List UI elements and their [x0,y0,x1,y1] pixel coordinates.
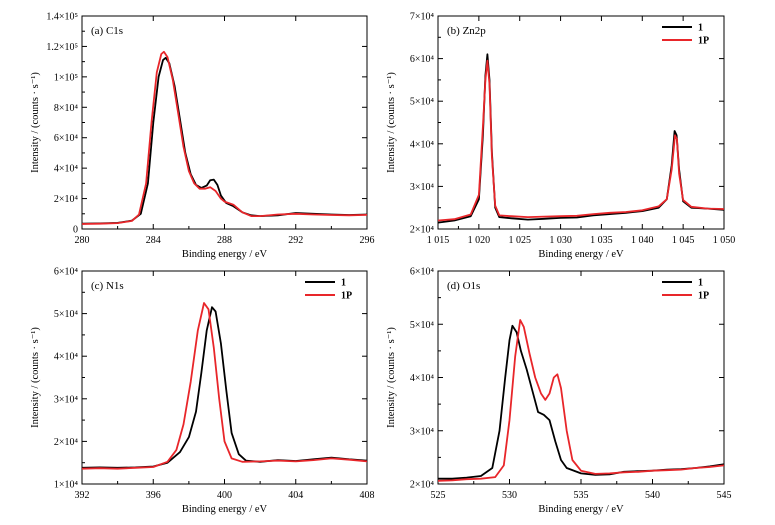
series-group [82,50,367,225]
x-tick-label: 404 [288,490,303,501]
panel-title: (d) O1s [447,280,480,292]
plot-frame [81,15,368,230]
x-tick-label: 1 050 [713,235,736,246]
y-tick-label: 8×10⁴ [54,103,79,114]
y-tick-label: 5×10⁴ [410,97,435,108]
x-axis-label: Binding energy / eV [538,249,624,260]
y-axis-label: Intensity / (counts · s⁻¹) [386,327,397,428]
x-tick-label: 408 [360,490,375,501]
x-tick-label: 296 [360,235,375,246]
y-axis-label: Intensity / (counts · s⁻¹) [30,72,41,173]
x-tick-label: 288 [217,235,232,246]
x-axis-label: Binding energy / eV [538,504,624,515]
x-tick-label: 1 020 [468,235,491,246]
y-tick-label: 2×10⁴ [410,480,435,491]
y-tick-label: 3×10⁴ [410,426,435,437]
y-axis-label: Intensity / (counts · s⁻¹) [30,327,41,428]
chart-panel-4: 525 530 535 540 545 2×10⁴ 3×10⁴ 4×10⁴ 5×10⁴ 6×10⁴… [386,267,732,516]
legend-label-1: 1 [698,278,703,289]
x-tick-label: 540 [645,490,660,501]
y-tick-label: 3×10⁴ [54,394,79,405]
y-tick-label: 6×10⁴ [410,267,435,278]
x-axis-label: Binding energy / eV [182,249,268,260]
x-tick-label: 525 [431,490,446,501]
legend-label-1: 1 [341,278,346,289]
series-line-1P [82,50,367,225]
y-tick-label: 5×10⁴ [54,309,79,320]
y-tick-label: 6×10⁴ [54,267,79,278]
x-tick-label: 280 [75,235,90,246]
chart-panel-1: 280 284 288 292 296 0 2×10⁴ 4×10⁴ 6×10⁴ 8×10⁴ 1×10… [30,12,375,261]
panel-title: (b) Zn2p [447,25,486,37]
y-axis-label: Intensity / (counts · s⁻¹) [386,72,397,173]
panel-title: (c) N1s [91,280,124,292]
series-line-1 [82,56,367,225]
x-tick-label: 1 040 [631,235,654,246]
x-tick-label: 400 [217,490,232,501]
x-tick-label: 1 045 [672,235,695,246]
y-tick-label: 7×10⁴ [410,12,435,23]
panel-title: (a) C1s [91,25,123,37]
legend-label-1P: 1P [341,291,352,302]
chart-panel-2: 1 015 1 020 1 025 1 030 1 035 1 040 1 045 1 050… [386,12,735,261]
y-tick-label: 1.4×10⁵ [46,12,78,23]
y-tick-label: 1.2×10⁵ [46,42,78,53]
y-tick-label: 6×10⁴ [54,133,79,144]
series-group [438,53,724,224]
x-tick-label: 1 030 [549,235,572,246]
chart-panel-3: 392 396 400 404 408 1×10⁴ 2×10⁴ 3×10⁴ 4×10⁴ 5×10⁴… [30,267,375,516]
x-tick-label: 1 015 [427,235,450,246]
series-line-1 [438,53,724,224]
y-tick-label: 1×10⁴ [54,480,79,491]
x-tick-label: 530 [502,490,517,501]
series-group [82,302,367,470]
legend-label-1P: 1P [698,36,709,47]
plot-frame [437,270,725,485]
y-tick-label: 1×10⁵ [54,72,78,83]
x-tick-label: 284 [146,235,161,246]
y-tick-label: 6×10⁴ [410,54,435,65]
y-tick-label: 2×10⁴ [410,225,435,236]
y-tick-label: 5×10⁴ [410,320,435,331]
legend-label-1P: 1P [698,291,709,302]
y-tick-label: 2×10⁴ [54,194,79,205]
x-tick-label: 545 [717,490,732,501]
x-axis-label: Binding energy / eV [182,504,268,515]
y-tick-label: 4×10⁴ [54,164,79,175]
x-tick-label: 1 035 [590,235,613,246]
series-line-1P [438,319,724,482]
y-tick-label: 2×10⁴ [54,437,79,448]
legend-label-1: 1 [698,23,703,34]
x-tick-label: 1 025 [508,235,531,246]
y-tick-label: 4×10⁴ [410,373,435,384]
series-line-1 [438,324,724,480]
x-tick-label: 292 [288,235,303,246]
y-tick-label: 0 [73,225,78,236]
y-tick-label: 3×10⁴ [410,182,435,193]
x-tick-label: 392 [75,490,90,501]
y-tick-label: 4×10⁴ [410,139,435,150]
x-tick-label: 396 [146,490,161,501]
series-line-1P [438,59,724,222]
y-tick-label: 4×10⁴ [54,352,79,363]
series-group [438,319,724,482]
plot-frame [437,15,725,230]
series-line-1P [82,302,367,470]
x-tick-label: 535 [574,490,589,501]
